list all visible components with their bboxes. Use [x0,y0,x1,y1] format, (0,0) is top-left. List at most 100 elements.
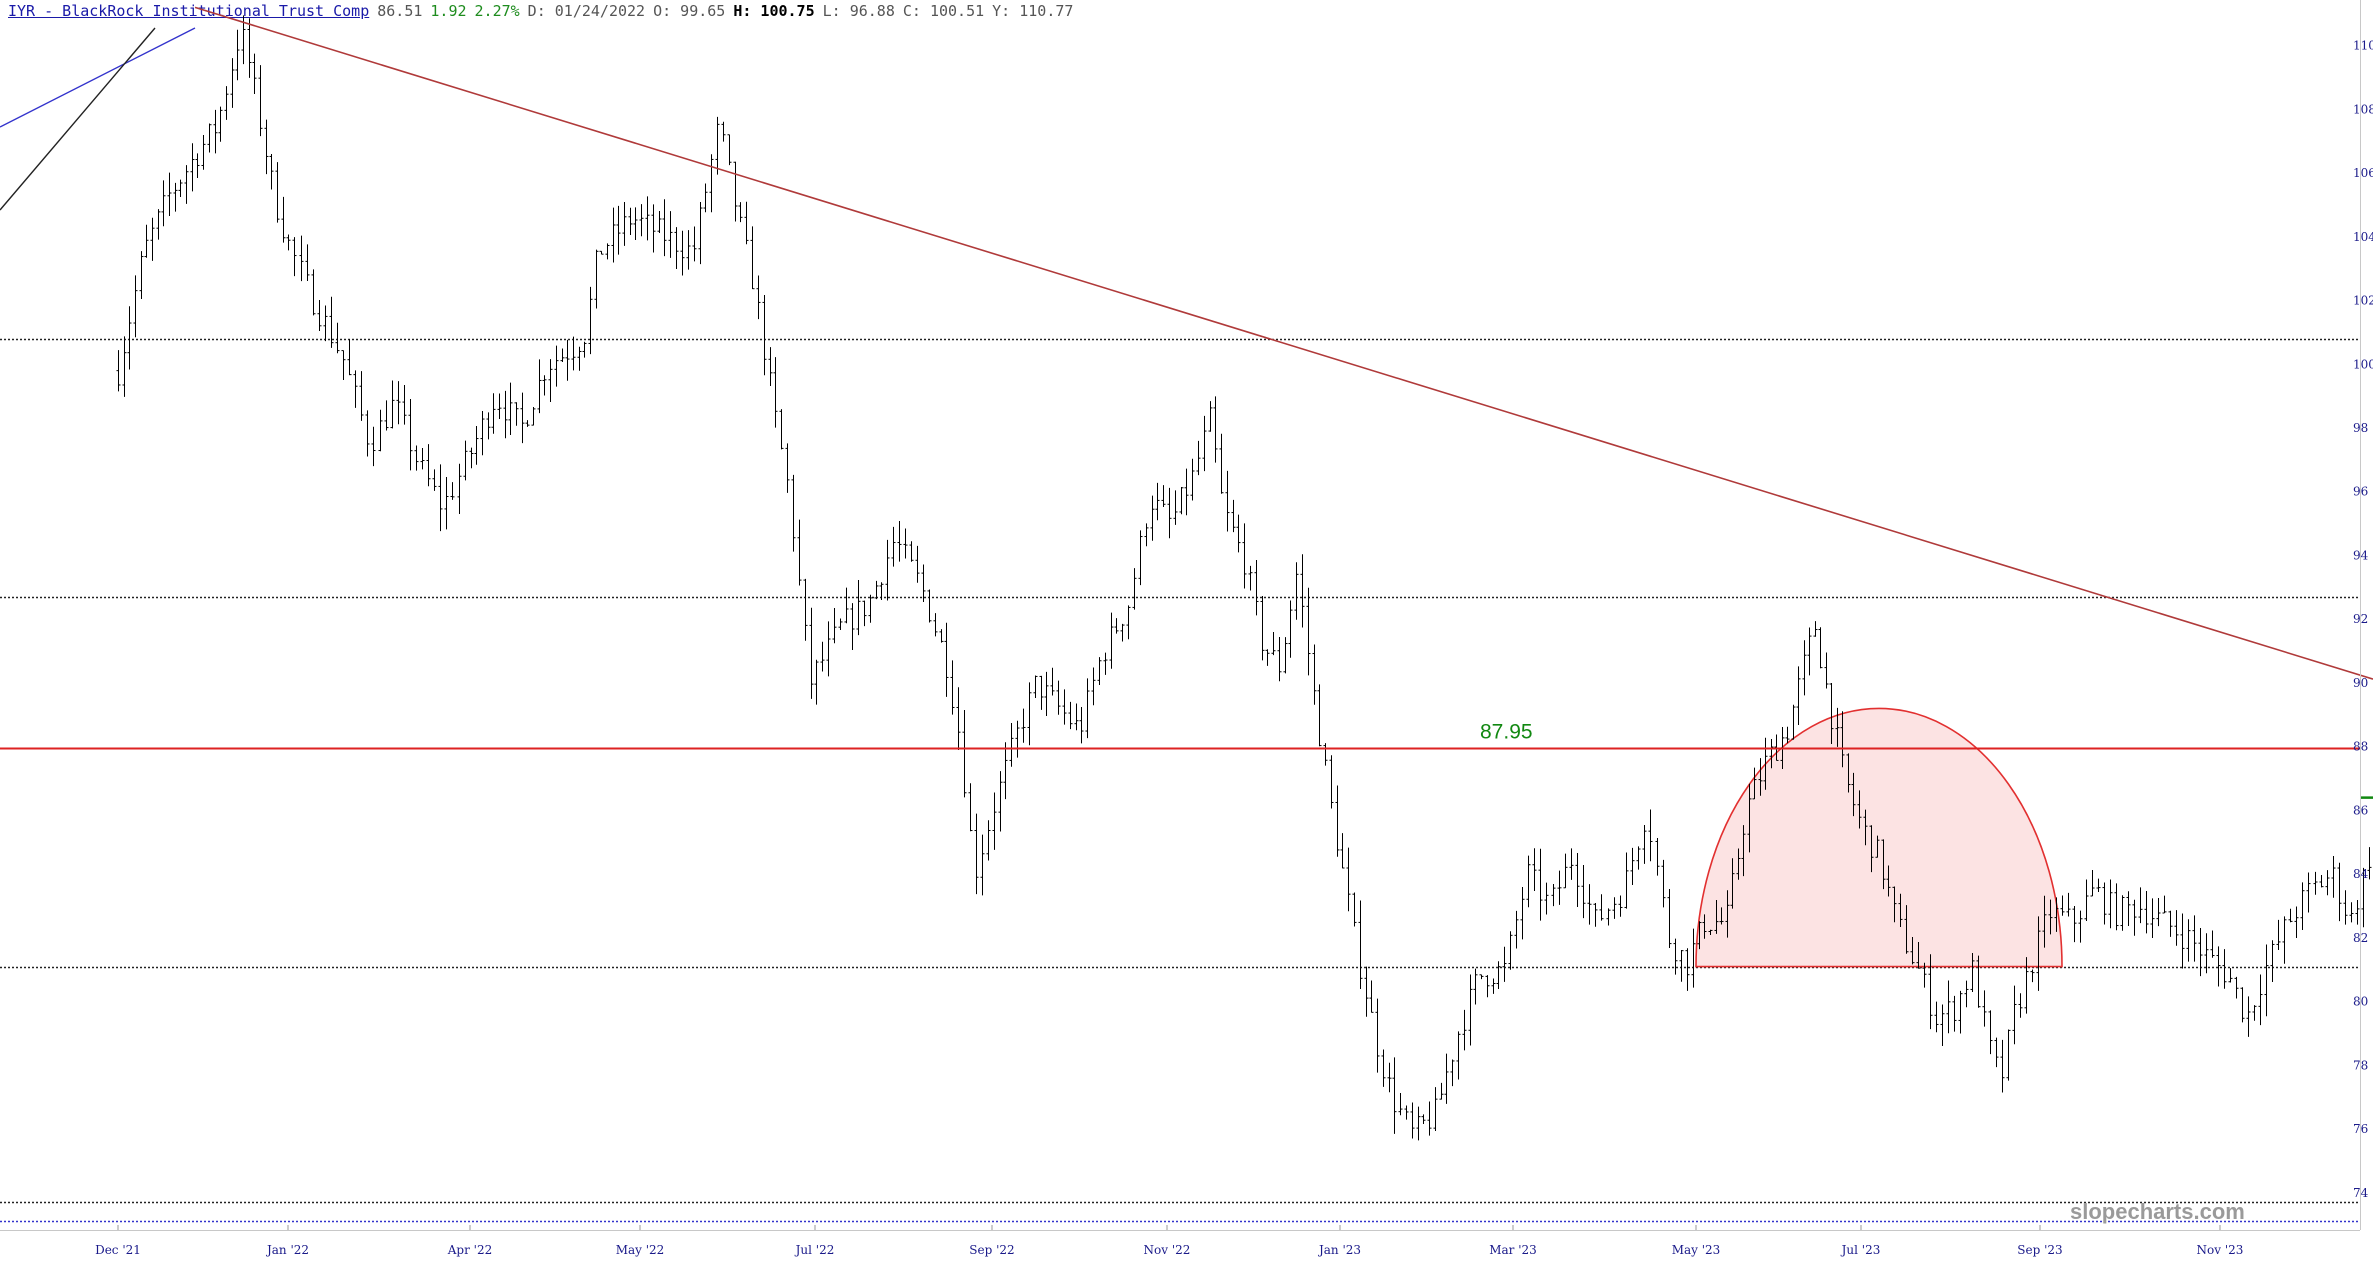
ohlc-bar [1928,954,1933,1030]
ohlc-bar [258,65,263,137]
chart-header: IYR - BlackRock Institutional Trust Comp… [8,2,1081,24]
ohlc-bar [1691,928,1696,988]
ohlc-bar [703,183,708,213]
ohlc-bar [2060,895,2065,916]
ohlc-bar [715,116,720,175]
ohlc-bar [1109,612,1114,669]
ohlc-bar [156,209,161,240]
ohlc-bar [611,207,616,263]
ohlc-bar [1265,649,1270,666]
ohlc-bar [2246,996,2251,1037]
ohlc-bar [1791,704,1796,740]
resistance-label: 87.95 [1480,721,1533,744]
ohlc-bar [2156,898,2161,927]
ohlc-bar [275,162,280,223]
ohlc-bar [1697,921,1702,950]
ohlc-bar [1736,848,1741,880]
ohlc-bar [1039,675,1044,710]
ohlc-bar [1840,711,1845,768]
ohlc-bar [347,339,352,376]
ohlc-bar [588,286,593,355]
ohlc-bar [791,474,796,552]
ohlc-bar [1444,1053,1449,1104]
ohlc-bar [1144,523,1149,547]
ohlc-bar [264,119,269,175]
ohlc-bar [1520,886,1525,940]
ohlc-bar [371,426,376,467]
ohlc-bar [402,385,407,425]
ohlc-bar [1242,523,1247,589]
ohlc-bar [2319,874,2324,888]
ohlc-bar [2174,910,2179,946]
open-label: O: [653,2,672,20]
ohlc-bar [862,600,867,627]
ohlc-bar [2042,895,2047,948]
ohlc-bar [944,622,949,697]
ohlc-bar [698,201,703,265]
ohlc-bar [353,370,358,408]
rising-trendline-blue [0,27,196,128]
ohlc-bar [122,336,127,397]
ohlc-bar [2186,919,2191,962]
ohlc-bar [1758,758,1763,796]
ohlc-bar [785,443,790,493]
x-tick-label: Nov '22 [1144,1243,1191,1257]
ohlc-bar [1569,848,1574,880]
ohlc-bar [1231,499,1236,533]
symbol-link[interactable]: IYR - BlackRock Institutional Trust Comp [8,2,370,20]
ohlc-bar [1502,946,1507,982]
ohlc-bar [1329,755,1334,809]
ohlc-bar [1813,621,1818,637]
ohlc-bar [662,199,667,257]
ohlc-bar [144,224,149,258]
ohlc-bar [1462,1009,1467,1051]
ohlc-bar [1312,644,1317,705]
y-tick-label: 100 [2353,357,2373,371]
ohlc-bar [2325,870,2330,896]
ohlc-bar [756,275,761,320]
ohlc-bar [2126,891,2131,926]
ohlc-bar [335,322,340,354]
ohlc-bar [1138,530,1143,586]
ohlc-bar [1807,627,1812,676]
ohlc-bar [1514,910,1519,949]
ohlc-bar [1655,837,1660,876]
ohlc-bar [1606,908,1611,926]
ohlc-bar [762,295,767,376]
ohlc-bar [571,336,576,371]
ohlc-bar [1982,990,1987,1027]
ohlc-bar [1410,1102,1415,1139]
ohlc-bar [1433,1087,1438,1132]
ohlc-bar [686,230,691,270]
ohlc-bar [1730,858,1735,909]
ohlc-bar [832,608,837,644]
ohlc-bar [1079,707,1084,744]
ohlc-bar [1910,936,1915,965]
ohlc-bar [1747,783,1752,853]
x-tick-label: Jul '23 [1840,1243,1881,1257]
ohlc-bar [1358,900,1363,989]
ohlc-bar [915,545,920,583]
ohlc-bar [1958,990,1963,1034]
ohlc-bar [1056,680,1061,715]
x-tick-label: Apr '22 [447,1243,492,1257]
ohlc-bar [2096,878,2101,893]
ohlc-bar [2306,872,2311,913]
ohlc-bar [1491,978,1496,994]
ohlc-bar [1551,884,1556,907]
ohlc-bar [1648,809,1653,862]
y-tick-label: 86 [2353,803,2368,817]
ohlc-bar [844,587,849,624]
ohlc-bar [962,710,967,798]
close-value: 100.51 [929,2,985,20]
y-tick-label: 104 [2353,230,2373,244]
ohlc-bar [1575,853,1580,907]
ohlc-bar [1719,907,1724,925]
ohlc-bar [856,579,861,636]
ohlc-bar [2180,913,2185,969]
ohlc-bar [269,153,274,190]
ohlc-bar [2072,906,2077,943]
ohlc-bar [1421,1114,1426,1125]
ohlc-bar [2162,895,2167,914]
